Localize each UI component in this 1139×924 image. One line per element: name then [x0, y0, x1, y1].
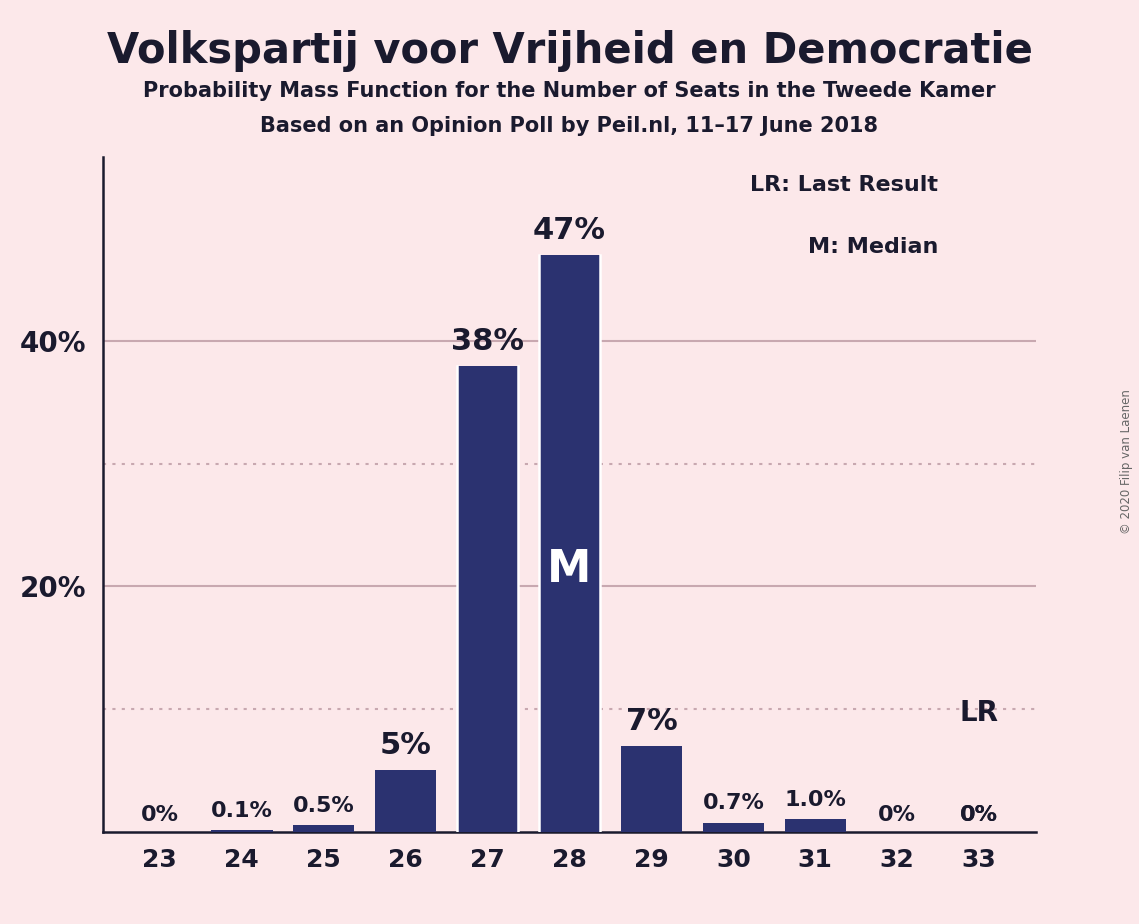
Text: 38%: 38%	[451, 327, 524, 356]
Bar	[703, 823, 764, 832]
Text: 7%: 7%	[625, 707, 678, 736]
Text: 5%: 5%	[379, 732, 432, 760]
Text: 47%: 47%	[533, 216, 606, 246]
Text: 0%: 0%	[960, 806, 998, 825]
Text: Volkspartij voor Vrijheid en Democratie: Volkspartij voor Vrijheid en Democratie	[107, 30, 1032, 71]
Text: LR: LR	[960, 699, 999, 727]
Text: 0.5%: 0.5%	[293, 796, 354, 816]
Bar	[539, 255, 600, 832]
Text: 0.7%: 0.7%	[703, 793, 764, 813]
Text: 0%: 0%	[878, 806, 916, 825]
Text: M: Median: M: Median	[808, 237, 939, 257]
Text: 0%: 0%	[960, 806, 998, 825]
Bar	[293, 825, 354, 832]
Bar	[375, 771, 436, 832]
Bar	[621, 746, 682, 832]
Text: Based on an Opinion Poll by Peil.nl, 11–17 June 2018: Based on an Opinion Poll by Peil.nl, 11–…	[261, 116, 878, 136]
Text: © 2020 Filip van Laenen: © 2020 Filip van Laenen	[1121, 390, 1133, 534]
Text: 0.1%: 0.1%	[211, 800, 272, 821]
Text: M: M	[548, 548, 591, 591]
Text: Probability Mass Function for the Number of Seats in the Tweede Kamer: Probability Mass Function for the Number…	[144, 81, 995, 102]
Text: LR: Last Result: LR: Last Result	[751, 176, 939, 196]
Bar	[457, 366, 518, 832]
Bar	[785, 820, 846, 832]
Text: 0%: 0%	[141, 806, 179, 825]
Text: 1.0%: 1.0%	[785, 789, 846, 809]
Bar	[211, 831, 272, 832]
